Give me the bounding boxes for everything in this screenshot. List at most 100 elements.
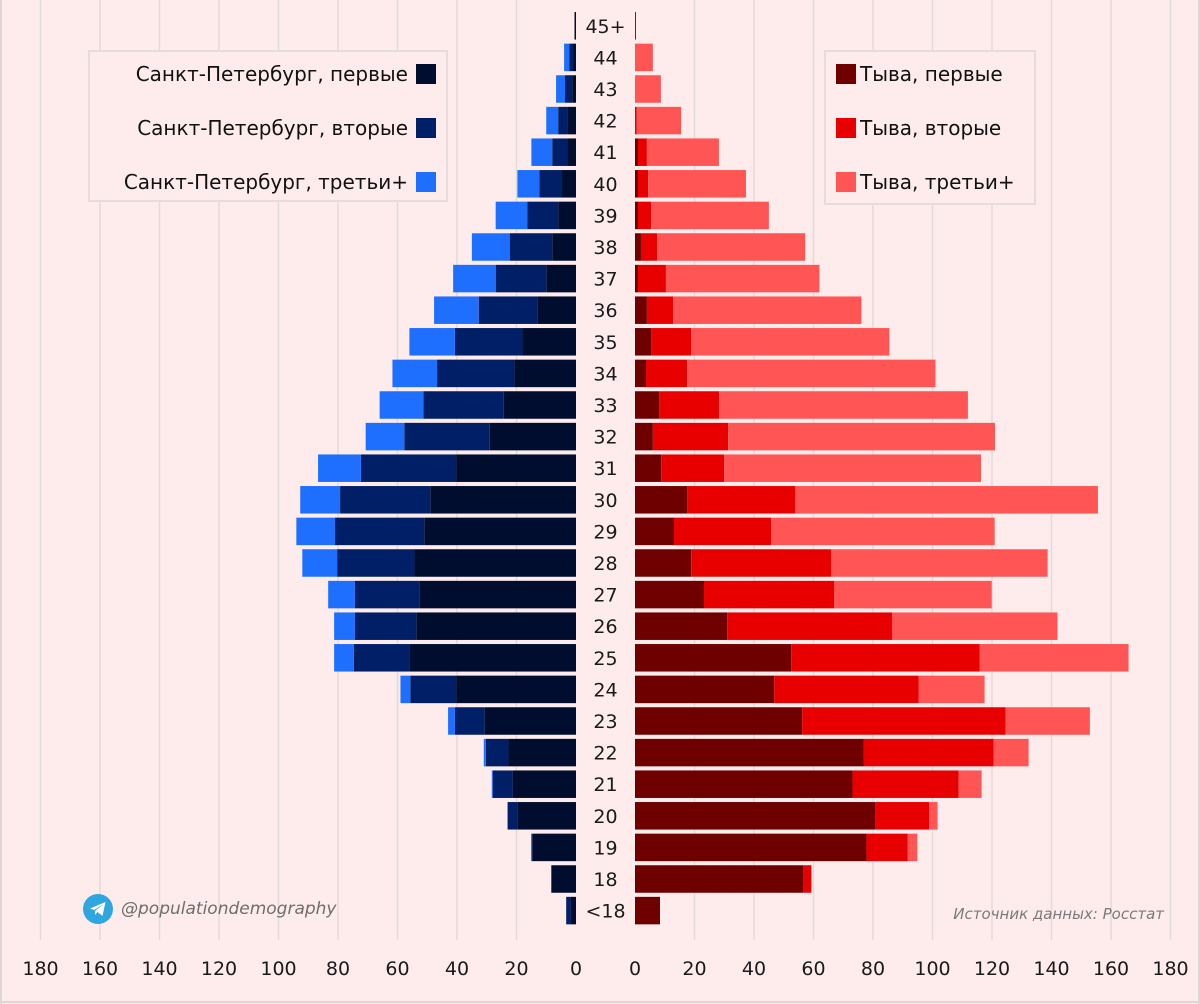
bar-spb-third-39 [495,201,528,230]
bar-spb-second-41 [552,138,568,166]
x-tick-left: 120 [201,958,237,980]
legend-swatch [416,64,436,84]
bar-spb-second-21 [492,770,513,798]
age-label: 39 [593,205,617,227]
bar-spb-second-29 [335,517,425,546]
age-label: 34 [593,363,617,385]
bar-spb-first-44 [573,43,576,72]
age-label: 43 [593,79,617,101]
bar-spb-third-28 [302,549,338,577]
bar-spb-first-39 [558,201,576,230]
bar-spb-first-<18 [570,896,576,925]
bar-tyva-second-20 [875,802,930,830]
legend-swatch [416,118,436,138]
bar-spb-first-20 [517,802,576,830]
bar-spb-second-24 [410,675,457,704]
bar-spb-third-26 [334,612,355,640]
bar-tyva-third-30 [795,486,1098,514]
bar-spb-first-19 [532,833,576,862]
bar-spb-third-29 [296,517,336,546]
x-tick-left: 140 [141,958,177,980]
telegram-attribution[interactable]: @populationdemography [83,894,337,924]
bar-tyva-third-25 [979,644,1129,672]
age-label: 44 [593,47,617,69]
bar-tyva-second-41 [637,138,647,166]
bar-spb-first-43 [572,75,576,103]
bar-spb-first-36 [537,296,576,324]
bar-spb-second-43 [564,75,573,103]
bar-tyva-first-29 [635,517,674,546]
bar-tyva-third-33 [719,391,968,419]
bar-spb-second-28 [337,549,415,577]
bar-tyva-third-20 [929,802,938,830]
bar-tyva-first-31 [635,454,662,482]
age-label: 36 [593,300,617,322]
bar-tyva-first-39 [635,201,638,230]
bar-spb-third-40 [517,170,540,198]
bar-spb-third-21 [491,770,493,798]
x-axis-ticks: 180 160 140 120 100 80 60 40 20 0 0 20 40 60 80 100 120 1… [22,958,1188,980]
x-tick-right: 40 [742,958,766,980]
bar-tyva-third-44 [635,43,653,72]
bar-spb-second-44 [569,43,574,72]
bar-tyva-third-42 [636,106,682,135]
bar-tyva-third-35 [691,328,890,356]
age-label: 35 [593,332,617,354]
bar-spb-second-39 [527,201,559,230]
bar-spb-third-33 [379,391,424,419]
bar-spb-second-40 [539,170,563,198]
bar-spb-third-24 [400,675,411,704]
bar-spb-third-36 [434,296,479,324]
bar-tyva-first-34 [635,359,647,388]
bar-tyva-third-37 [665,264,820,293]
bar-tyva-third-41 [646,138,719,166]
legend-label: Санкт-Петербург, третьи+ [123,170,408,194]
bar-spb-third-27 [328,580,355,609]
bar-tyva-third-29 [771,517,995,546]
bar-tyva-second-34 [646,359,688,388]
bar-tyva-first-36 [635,296,647,324]
bar-tyva-second-37 [637,264,666,293]
age-label: 27 [593,585,617,607]
bar-tyva-first-38 [635,233,641,261]
legend-swatch [836,172,856,192]
bar-tyva-first-40 [635,170,638,198]
bar-tyva-third-26 [892,612,1058,640]
bar-tyva-second-18 [803,865,812,893]
x-tick-right: 80 [861,958,885,980]
age-label: 21 [593,774,617,796]
age-label: 23 [593,711,617,733]
age-label: 25 [593,648,617,670]
bar-tyva-second-40 [637,170,649,198]
x-tick-right: 160 [1093,958,1129,980]
age-label: 32 [593,427,617,449]
x-tick-right: 140 [1033,958,1069,980]
age-labels: 45+ 44 43 42 41 40 39 38 37 36 35 34 33 32 31 30 29 28 27 2… [585,16,625,923]
x-tick-left: 180 [22,958,58,980]
age-label: 30 [593,490,617,512]
bar-spb-third-22 [483,738,486,767]
bar-tyva-first-26 [635,612,728,640]
x-tick-left: 100 [260,958,296,980]
bar-tyva-third-24 [918,675,985,704]
bar-tyva-first-37 [635,264,638,293]
bar-spb-first-38 [552,233,576,261]
bar-tyva-first-23 [635,707,803,735]
bar-spb-second-35 [454,328,523,356]
bar-spb-second-34 [437,359,515,388]
legend-item-spb-second: Санкт-Петербург, вторые [137,116,436,140]
bar-spb-second-20 [507,802,518,830]
bar-tyva-second-30 [687,486,796,514]
bar-tyva-second-26 [727,612,893,640]
bar-spb-third-32 [365,422,405,451]
bars [296,12,1129,925]
bar-tyva-first-27 [635,580,705,609]
bar-tyva-first-41 [635,138,638,166]
legend-label: Тыва, первые [860,62,1003,86]
bar-spb-second-37 [495,264,547,293]
bar-spb-first-29 [424,517,576,546]
bar-spb-second-36 [478,296,538,324]
bar-tyva-third-34 [687,359,936,388]
bar-spb-second-42 [558,106,568,135]
telegram-icon [83,894,113,924]
